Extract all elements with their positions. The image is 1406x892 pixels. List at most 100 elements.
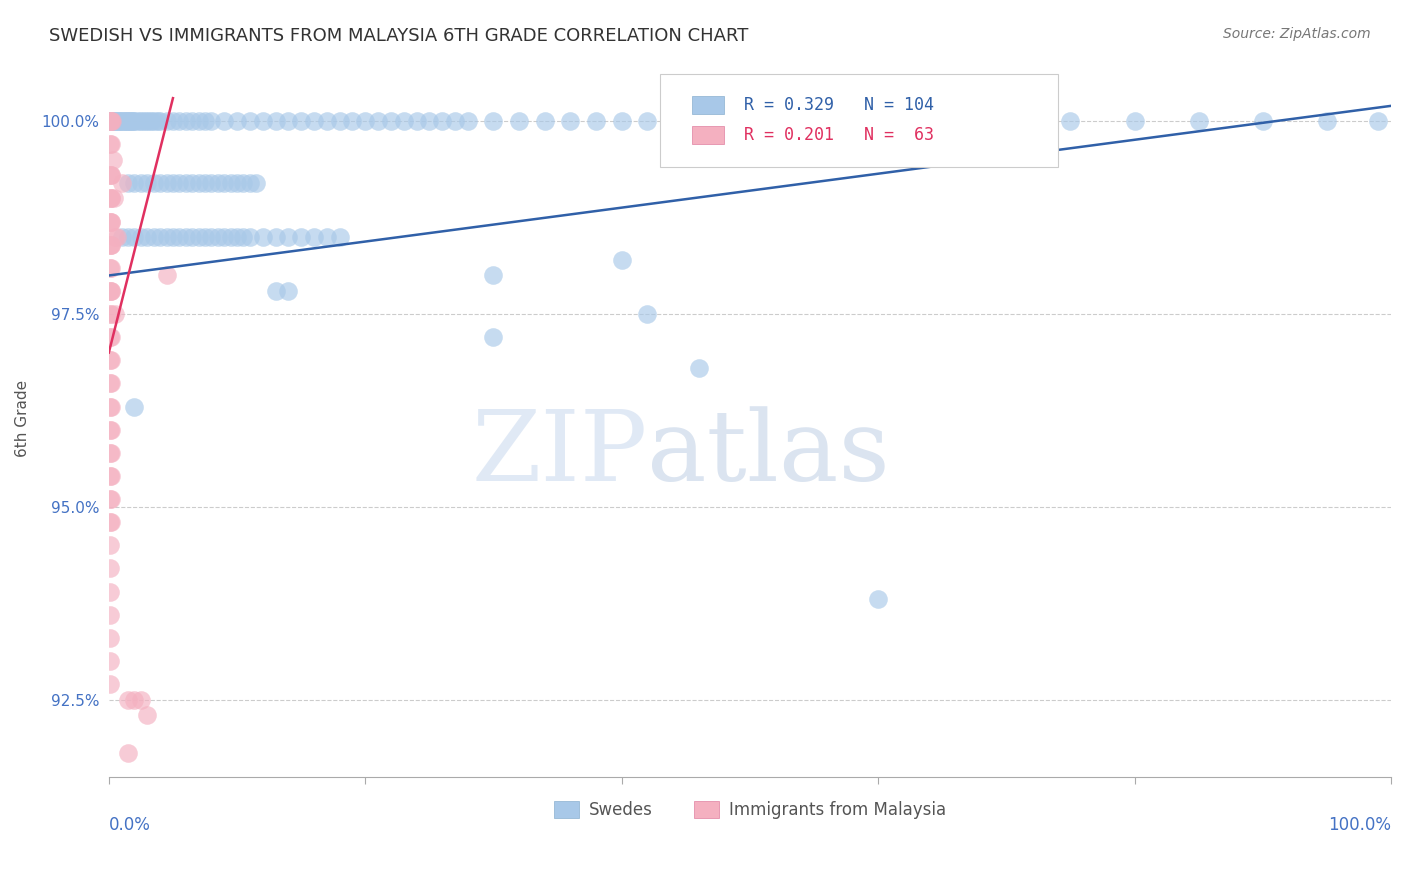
Point: [100, 114, 122, 128]
Point: [136, 230, 159, 244]
Point: [98, 353, 121, 368]
Point: [181, 230, 204, 244]
Point: [738, 114, 761, 128]
Point: [98, 168, 121, 182]
Point: [405, 114, 427, 128]
Point: [124, 176, 146, 190]
Point: [174, 176, 197, 190]
Point: [354, 114, 377, 128]
Point: [105, 114, 128, 128]
Point: [610, 253, 633, 268]
Text: SWEDISH VS IMMIGRANTS FROM MALAYSIA 6TH GRADE CORRELATION CHART: SWEDISH VS IMMIGRANTS FROM MALAYSIA 6TH …: [49, 27, 748, 45]
Point: [1188, 114, 1211, 128]
Point: [181, 114, 204, 128]
FancyBboxPatch shape: [692, 126, 724, 144]
Point: [98, 307, 121, 321]
Point: [444, 114, 467, 128]
Point: [139, 114, 162, 128]
Point: [114, 114, 136, 128]
Point: [98, 654, 121, 668]
Point: [100, 191, 122, 205]
Point: [100, 469, 122, 483]
Point: [264, 230, 287, 244]
Point: [120, 114, 142, 128]
Point: [212, 230, 235, 244]
Point: [134, 114, 156, 128]
Text: 0.0%: 0.0%: [108, 816, 150, 834]
Point: [219, 176, 242, 190]
Point: [713, 114, 735, 128]
Point: [104, 230, 127, 244]
Point: [98, 114, 121, 128]
Point: [239, 114, 262, 128]
Point: [162, 176, 184, 190]
Point: [100, 515, 122, 529]
Point: [329, 114, 352, 128]
Point: [1251, 114, 1274, 128]
Point: [100, 237, 122, 252]
Point: [181, 176, 204, 190]
Point: [142, 230, 165, 244]
Point: [239, 176, 262, 190]
Point: [129, 230, 152, 244]
Point: [98, 214, 121, 228]
Point: [103, 191, 125, 205]
Point: [103, 114, 125, 128]
Point: [482, 268, 505, 283]
Point: [118, 114, 141, 128]
Point: [100, 191, 122, 205]
Point: [1123, 114, 1146, 128]
Point: [155, 114, 177, 128]
Point: [169, 230, 191, 244]
Point: [169, 176, 191, 190]
Point: [100, 214, 122, 228]
Point: [380, 114, 402, 128]
Point: [342, 114, 364, 128]
Point: [100, 237, 122, 252]
Point: [149, 176, 172, 190]
Point: [226, 230, 249, 244]
Point: [1367, 114, 1389, 128]
FancyBboxPatch shape: [692, 95, 724, 114]
Point: [100, 330, 122, 344]
Point: [277, 230, 299, 244]
Point: [187, 114, 209, 128]
Point: [117, 747, 139, 761]
Point: [98, 631, 121, 645]
Point: [200, 230, 222, 244]
Point: [100, 284, 122, 298]
Point: [226, 114, 249, 128]
Point: [688, 114, 710, 128]
Point: [100, 491, 122, 506]
FancyBboxPatch shape: [661, 74, 1057, 167]
Point: [121, 114, 143, 128]
Point: [149, 230, 172, 244]
Point: [194, 230, 217, 244]
Point: [100, 168, 122, 182]
Point: [141, 114, 163, 128]
Point: [100, 114, 122, 128]
Point: [290, 114, 312, 128]
Point: [169, 114, 191, 128]
Point: [124, 114, 146, 128]
Point: [636, 307, 658, 321]
Point: [129, 176, 152, 190]
Point: [636, 114, 658, 128]
Point: [367, 114, 389, 128]
Point: [1059, 114, 1081, 128]
Point: [803, 114, 825, 128]
Point: [194, 176, 217, 190]
Point: [98, 330, 121, 344]
Point: [131, 114, 153, 128]
Point: [174, 114, 197, 128]
Point: [457, 114, 479, 128]
Point: [219, 230, 242, 244]
Point: [122, 114, 145, 128]
Point: [100, 214, 122, 228]
Point: [482, 114, 505, 128]
Point: [98, 515, 121, 529]
Point: [98, 237, 121, 252]
Point: [212, 114, 235, 128]
Point: [98, 469, 121, 483]
Point: [931, 114, 953, 128]
